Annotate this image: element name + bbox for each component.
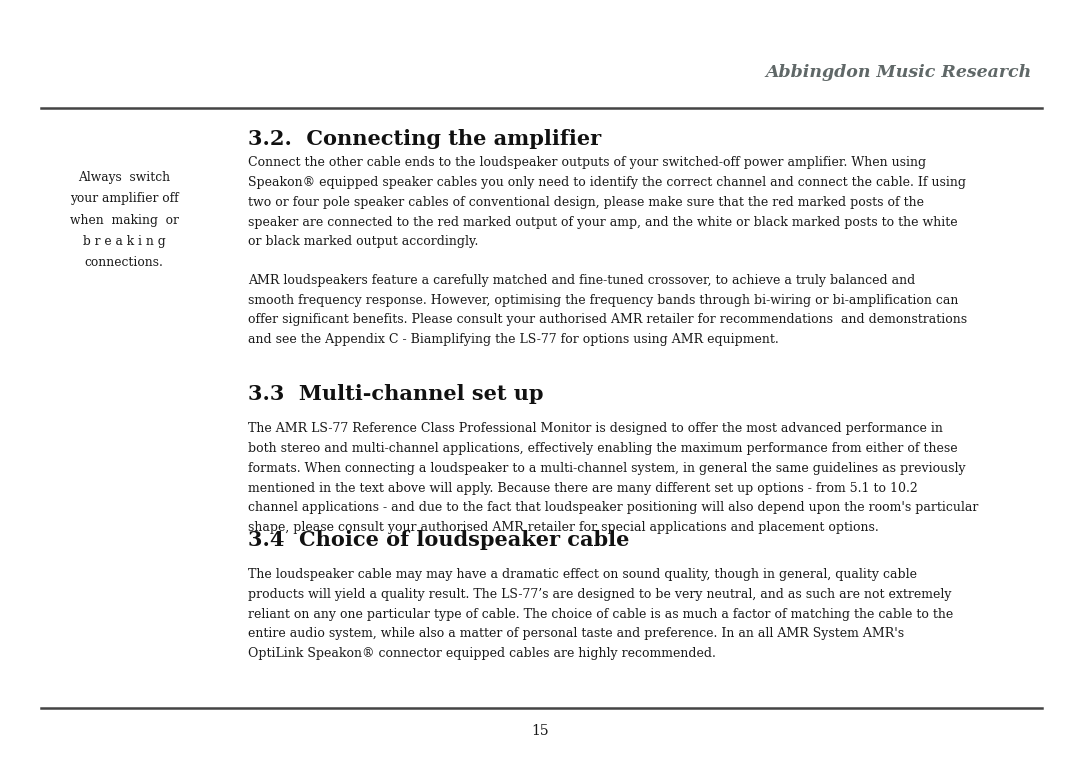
Text: AMR loudspeakers feature a carefully matched and fine-tuned crossover, to achiev: AMR loudspeakers feature a carefully mat… [248, 274, 916, 287]
Text: formats. When connecting a loudspeaker to a multi-channel system, in general the: formats. When connecting a loudspeaker t… [248, 461, 966, 475]
Text: when  making  or: when making or [70, 214, 178, 226]
Text: Always  switch: Always switch [78, 171, 171, 184]
Text: both stereo and multi-channel applications, effectively enabling the maximum per: both stereo and multi-channel applicatio… [248, 442, 958, 454]
Text: The AMR LS-77 Reference Class Professional Monitor is designed to offer the most: The AMR LS-77 Reference Class Profession… [248, 422, 943, 435]
Text: Connect the other cable ends to the loudspeaker outputs of your switched-off pow: Connect the other cable ends to the loud… [248, 156, 927, 169]
Text: and see the Appendix C - Biamplifying the LS-77 for options using AMR equipment.: and see the Appendix C - Biamplifying th… [248, 334, 779, 347]
Text: products will yield a quality result. The LS-77’s are designed to be very neutra: products will yield a quality result. Th… [248, 587, 951, 600]
Text: entire audio system, while also a matter of personal taste and preference. In an: entire audio system, while also a matter… [248, 628, 905, 641]
Text: channel applications - and due to the fact that loudspeaker positioning will als: channel applications - and due to the fa… [248, 502, 978, 515]
Text: OptiLink Speakon® connector equipped cables are highly recommended.: OptiLink Speakon® connector equipped cab… [248, 648, 716, 660]
Text: Speakon® equipped speaker cables you only need to identify the correct channel a: Speakon® equipped speaker cables you onl… [248, 176, 967, 188]
Text: 15: 15 [531, 724, 549, 738]
Text: The loudspeaker cable may may have a dramatic effect on sound quality, though in: The loudspeaker cable may may have a dra… [248, 568, 917, 581]
Text: smooth frequency response. However, optimising the frequency bands through bi-wi: smooth frequency response. However, opti… [248, 293, 959, 306]
Text: b r e a k i n g: b r e a k i n g [83, 235, 165, 248]
Text: your amplifier off: your amplifier off [70, 192, 178, 205]
Text: connections.: connections. [84, 256, 164, 269]
Text: shape, please consult your authorised AMR retailer for special applications and : shape, please consult your authorised AM… [248, 521, 879, 534]
Text: or black marked output accordingly.: or black marked output accordingly. [248, 236, 478, 249]
Text: offer significant benefits. Please consult your authorised AMR retailer for reco: offer significant benefits. Please consu… [248, 313, 968, 327]
Text: speaker are connected to the red marked output of your amp, and the white or bla: speaker are connected to the red marked … [248, 216, 958, 229]
Text: 3.2.  Connecting the amplifier: 3.2. Connecting the amplifier [248, 129, 602, 149]
Text: mentioned in the text above will apply. Because there are many different set up : mentioned in the text above will apply. … [248, 482, 918, 495]
Text: 3.4  Choice of loudspeaker cable: 3.4 Choice of loudspeaker cable [248, 530, 630, 550]
Text: 3.3  Multi-channel set up: 3.3 Multi-channel set up [248, 384, 544, 404]
Text: Abbingdon Music Research: Abbingdon Music Research [765, 65, 1031, 81]
Text: reliant on any one particular type of cable. The choice of cable is as much a fa: reliant on any one particular type of ca… [248, 607, 954, 621]
Text: two or four pole speaker cables of conventional design, please make sure that th: two or four pole speaker cables of conve… [248, 195, 924, 209]
